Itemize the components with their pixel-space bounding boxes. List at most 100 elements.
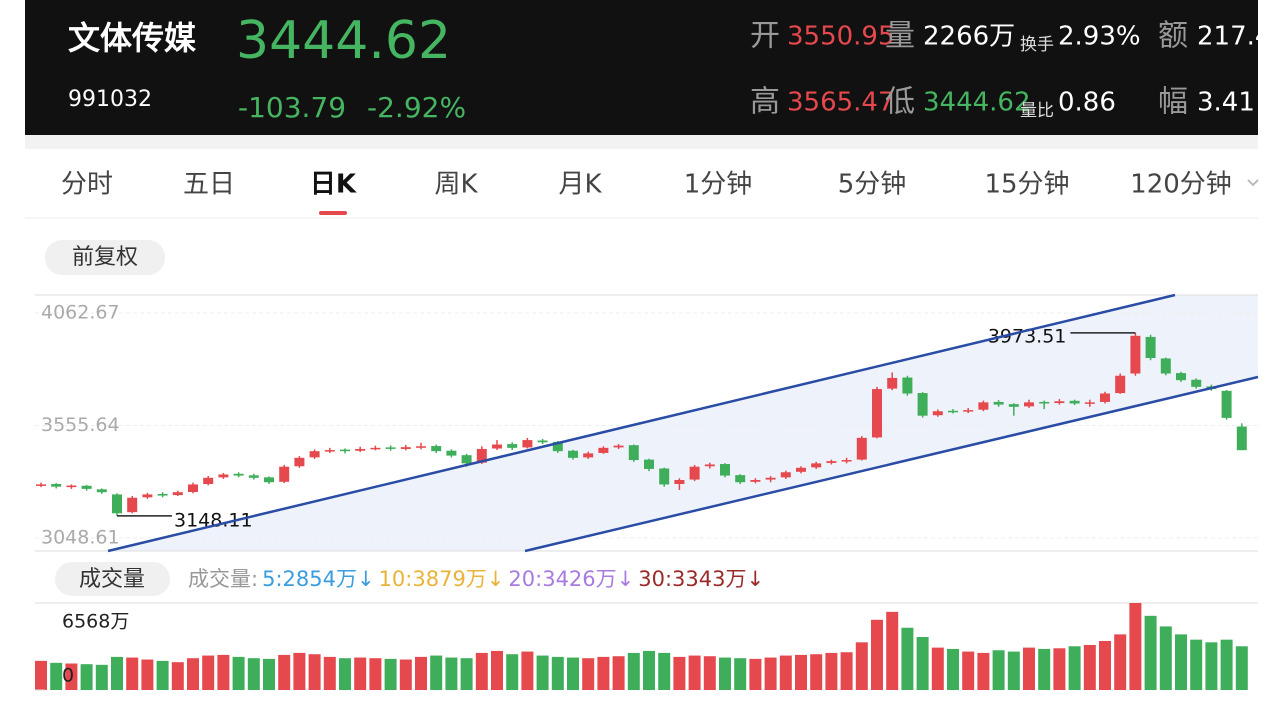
candle-body [978,402,989,410]
channel-fill [108,295,1258,551]
candle-body [1221,390,1232,418]
stat-label: 低 [885,85,915,120]
volume-bar [202,655,215,690]
y-tick-label: 3048.61 [41,526,120,548]
volume-bar [445,657,458,690]
candle-body [765,477,776,480]
candle-body [1054,401,1065,404]
volume-label[interactable]: 成交量 [79,567,145,592]
volume-bar [977,652,990,690]
tab-indicator [319,211,347,215]
stat-value: 2266万 [923,22,1015,52]
volume-bar [871,619,883,690]
candle-body [370,447,381,450]
volume-bar [354,657,367,690]
volume-bar [232,656,245,690]
candle-body [492,444,502,449]
volume-bar [521,651,534,690]
volume-bar [399,659,412,690]
tab[interactable]: 5分钟 [838,170,907,200]
volume-bar [35,660,47,690]
volume-bar [491,650,503,690]
volume-bar [1205,642,1218,690]
candle-body [689,466,700,480]
header: 文体传媒 991032 3444.62 -103.79 -2.92% 开 3550… [68,11,1271,124]
candle-body [1039,401,1050,404]
candle-body [431,446,442,452]
more-chevron[interactable] [1247,179,1259,187]
candle-body [704,464,715,467]
tab[interactable]: 日K [310,170,357,200]
volume-bar [688,655,701,690]
change: -103.79 [238,91,346,124]
candle-body [902,377,913,394]
legend-title: 成交量: [188,567,258,591]
candle-body [203,477,214,485]
volume-bar [1068,646,1081,690]
volume-bar [1159,626,1172,690]
tab[interactable]: 周K [434,170,478,200]
candle-body [659,468,670,485]
candle-body [142,494,153,498]
volume-bar [1023,647,1035,690]
volume-bar [278,654,291,690]
candle-body [476,448,487,463]
volume-bar [1114,634,1127,690]
candle-body [1160,358,1171,374]
volume-bar [719,657,731,690]
volume-bar [263,658,275,690]
volume-bar [567,657,579,690]
volume-bar [658,652,671,690]
volume-tick-label: 0 [62,665,74,687]
candle-body [36,484,46,486]
volume-bar [779,655,792,690]
volume-bar [339,658,351,690]
adjust-label[interactable]: 前复权 [72,245,138,270]
stat-label: 量比 [1020,101,1054,121]
volume-button[interactable] [55,562,170,596]
volume-bar [1175,634,1187,690]
candle-body [324,450,335,452]
volume-bar [1099,640,1111,690]
volume-bar [1053,648,1066,690]
candle-body [644,459,654,469]
stat-value: 3.41 [1197,88,1255,118]
candle-body [826,461,837,463]
stock-name: 文体传媒 [68,19,197,57]
volume-bar [475,652,488,690]
volume-bar [50,662,63,690]
volume-bar [931,647,944,690]
tab[interactable]: 月K [558,170,602,200]
tab[interactable]: 1分钟 [684,170,753,200]
volume-bar [217,654,230,690]
tab[interactable]: 分时 [61,170,113,200]
volume-bar [506,654,519,690]
volume-bar [536,655,549,690]
candle-body [81,485,92,489]
y-tick-label: 4062.67 [41,302,120,324]
candle-body [507,444,518,448]
adjust-button[interactable] [45,240,165,275]
candle-body [674,480,685,485]
volume-bar [80,664,93,690]
candle-body [1130,335,1141,374]
volume-bar [551,656,564,690]
tab[interactable]: 120分钟 [1130,170,1232,200]
volume-bar [1038,648,1051,690]
candle-body [735,475,746,483]
tab[interactable]: 15分钟 [984,170,1069,200]
tab[interactable]: 五日 [183,170,235,200]
volume-bar [627,652,640,690]
volume-bar [369,658,382,690]
stock-code: 991032 [68,87,152,112]
stat-value: 3444.62 [923,88,1031,118]
candle-body [993,401,1004,405]
volume-bar [430,655,443,690]
candle-body [446,450,457,456]
stat-label: 量 [885,19,915,54]
header-bg [25,0,1258,135]
stat-value: 217.4 [1197,22,1271,52]
volume-bar [156,660,169,690]
